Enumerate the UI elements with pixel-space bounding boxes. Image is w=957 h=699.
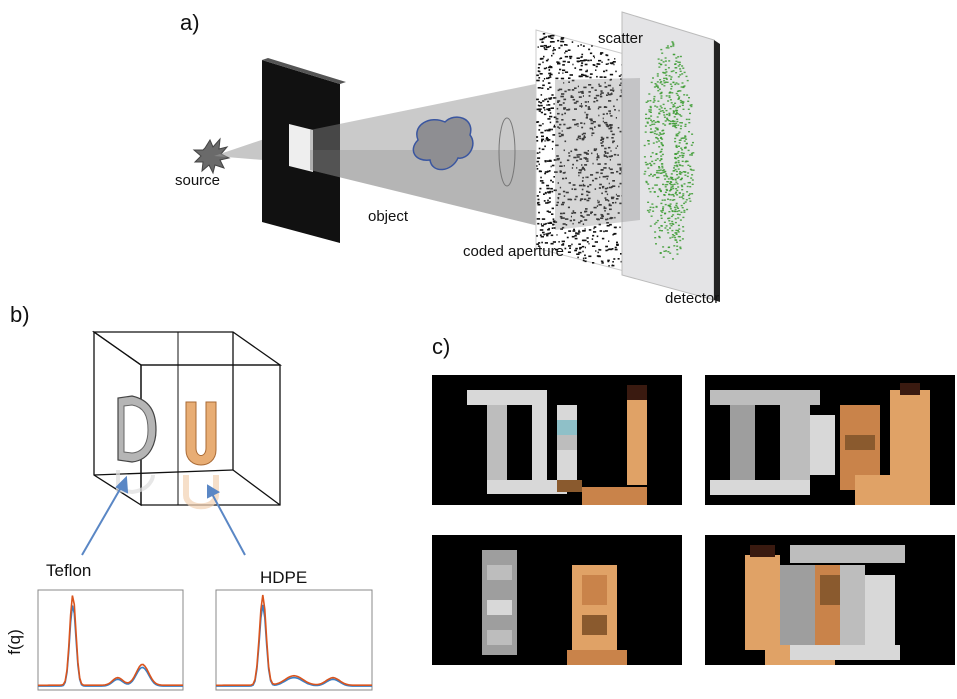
reconstruction-pixel — [557, 450, 577, 465]
reconstruction-pixel — [865, 575, 895, 645]
reconstruction-pixel — [532, 405, 547, 480]
panel-b-label: b) — [10, 302, 30, 327]
reconstruction-pixel — [780, 405, 810, 485]
beam-cone-shade — [310, 150, 555, 230]
reconstruction-pixel — [750, 545, 775, 557]
detector-label: detector — [665, 290, 720, 307]
scatter-label: scatter — [598, 30, 644, 47]
reconstruction-pixel — [557, 465, 577, 480]
hdpe-arrow — [207, 484, 246, 556]
reconstruction-pixel — [710, 480, 810, 495]
reconstruction-pixel — [557, 420, 577, 435]
reconstruction-pixel — [487, 405, 507, 480]
panel-a-label: a) — [180, 10, 200, 35]
hdpe-spectrum-plot — [216, 594, 372, 687]
reconstruction-pixel — [710, 390, 820, 405]
reconstruction-pixel — [730, 405, 755, 485]
detector-edge — [714, 40, 720, 302]
reconstruction-pixel — [745, 555, 780, 650]
reconstruction-pixel — [487, 480, 567, 494]
source-starburst — [192, 137, 231, 175]
reconstruction-pixel — [582, 615, 607, 635]
coded-aperture-mask — [535, 29, 631, 273]
beam-ring — [498, 117, 516, 187]
reconstruction-pixel — [790, 545, 905, 563]
reconstruction-pixel — [467, 390, 547, 405]
reconstruction-pixel — [487, 600, 512, 615]
reconstruction-pixel — [840, 565, 865, 650]
reconstruction-pixel — [810, 415, 835, 475]
hdpe-label: HDPE — [260, 568, 308, 587]
object-label: object — [368, 208, 409, 225]
teflon-label: Teflon — [46, 561, 92, 580]
reconstruction-pixel — [900, 383, 920, 395]
reconstruction-top-left — [432, 375, 682, 505]
reconstruction-pixel — [557, 435, 577, 450]
collimator-edge — [262, 58, 346, 84]
reconstruction-pixel — [855, 475, 930, 505]
reconstruction-pixel — [582, 487, 647, 505]
hdpe-plot-frame — [215, 589, 373, 691]
reconstruction-pixel — [820, 575, 840, 605]
coded-aperture-label: coded aperture — [463, 243, 564, 260]
reconstruction-pixel — [780, 565, 815, 650]
teflon-spectrum-plot — [38, 595, 183, 687]
reconstruction-bottom-left — [432, 535, 682, 665]
source-label: source — [175, 172, 221, 189]
reconstruction-pixel — [790, 645, 900, 660]
scatter-pattern — [643, 41, 695, 260]
collimator-opening — [289, 124, 313, 172]
reconstruction-bottom-right — [705, 535, 955, 665]
reconstruction-pixel — [627, 385, 647, 400]
panel-c-label: c) — [432, 334, 451, 359]
beam-to-detector — [555, 78, 640, 230]
y-axis-label: f(q) — [4, 629, 24, 655]
reconstruction-top-right — [705, 375, 955, 505]
teflon-arrow — [81, 475, 129, 556]
reconstruction-pixel — [487, 565, 512, 580]
reconstruction-pixel — [487, 630, 512, 645]
reconstruction-pixel — [845, 435, 875, 450]
hdpe-u-shape — [183, 401, 219, 510]
teflon-d-shape — [116, 395, 157, 495]
reconstruction-pixel — [557, 480, 582, 492]
reconstruction-pixel — [557, 405, 577, 420]
object-shape — [412, 116, 474, 171]
teflon-plot-frame — [37, 589, 184, 691]
reconstruction-pixel — [890, 390, 930, 480]
reconstruction-pixel — [627, 400, 647, 485]
reconstruction-pixel — [567, 650, 627, 665]
reconstruction-pixel — [582, 575, 607, 605]
